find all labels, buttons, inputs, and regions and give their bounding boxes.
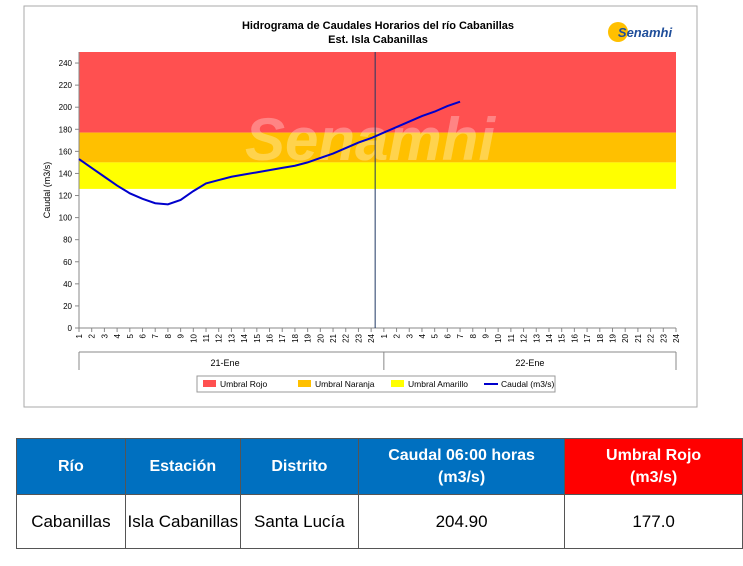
table-header: Distrito (239, 438, 359, 495)
table-header: Estación (124, 438, 241, 495)
y-tick-label: 140 (59, 169, 73, 178)
x-tick-label: 23 (354, 333, 363, 342)
x-tick-label: 6 (139, 333, 148, 338)
x-tick-label: 2 (88, 333, 97, 338)
x-tick-label: 22 (342, 333, 351, 342)
x-tick-label: 4 (418, 333, 427, 338)
logo: Senamhi (618, 25, 673, 40)
y-tick-label: 40 (63, 280, 72, 289)
y-tick-label: 180 (59, 125, 73, 134)
x-tick-label: 11 (202, 333, 211, 342)
x-tick-label: 12 (520, 333, 529, 342)
x-tick-label: 5 (126, 333, 135, 338)
x-tick-label: 7 (456, 333, 465, 338)
x-tick-label: 21 (329, 333, 338, 342)
legend-swatch (298, 380, 311, 387)
x-tick-label: 8 (164, 333, 173, 338)
legend-swatch (391, 380, 404, 387)
table-cell: 177.0 (564, 494, 743, 549)
x-tick-label: 19 (608, 333, 617, 342)
x-group-label: 21-Ene (211, 358, 240, 368)
y-tick-label: 120 (59, 192, 73, 201)
chart-title: Hidrograma de Caudales Horarios del río … (242, 20, 514, 32)
x-tick-label: 3 (405, 333, 414, 338)
chart: Hidrograma de Caudales Horarios del río … (23, 5, 698, 408)
x-tick-label: 14 (240, 333, 249, 342)
x-tick-label: 9 (481, 333, 490, 338)
y-tick-label: 160 (59, 147, 73, 156)
x-tick-label: 15 (558, 333, 567, 342)
legend-swatch (203, 380, 216, 387)
x-tick-label: 2 (393, 333, 402, 338)
table-cell: Cabanillas (16, 494, 126, 549)
y-tick-label: 0 (68, 324, 73, 333)
x-tick-label: 19 (304, 333, 313, 342)
data-table: Río Estación Distrito Caudal 06:00 horas… (16, 438, 743, 549)
y-tick-label: 60 (63, 258, 72, 267)
table-header: Umbral Rojo (m3/s) (564, 438, 743, 495)
x-tick-label: 16 (570, 333, 579, 342)
line-series (78, 100, 461, 206)
x-tick-label: 18 (291, 333, 300, 342)
x-tick-label: 6 (443, 333, 452, 338)
x-tick-label: 20 (621, 333, 630, 342)
x-tick-label: 11 (507, 333, 516, 342)
table-header: Caudal 06:00 horas (m3/s) (357, 438, 566, 495)
x-tick-label: 17 (278, 333, 287, 342)
x-tick-label: 1 (75, 333, 84, 338)
x-tick-label: 13 (532, 333, 541, 342)
y-tick-label: 240 (59, 59, 73, 68)
x-tick-label: 12 (215, 333, 224, 342)
legend-frame (196, 375, 556, 393)
legend-label: Caudal (m3/s) (501, 379, 555, 389)
x-tick-label: 22 (647, 333, 656, 342)
table-cell: 204.90 (357, 494, 566, 549)
x-tick-label: 8 (469, 333, 478, 338)
x-tick-label: 23 (659, 333, 668, 342)
x-tick-label: 24 (672, 333, 681, 342)
y-tick-label: 20 (63, 302, 72, 311)
x-tick-label: 10 (189, 333, 198, 342)
x-tick-label: 20 (316, 333, 325, 342)
x-tick-label: 7 (151, 333, 160, 338)
legend-label: Umbral Amarillo (408, 379, 468, 389)
threshold-band (79, 52, 676, 133)
x-tick-label: 10 (494, 333, 503, 342)
logo-sun (608, 22, 628, 42)
chart-subtitle: Est. Isla Cabanillas (328, 34, 428, 46)
x-tick-label: 13 (227, 333, 236, 342)
x-group-label: 22-Ene (515, 358, 544, 368)
x-tick-label: 4 (113, 333, 122, 338)
y-tick-label: 200 (59, 103, 73, 112)
threshold-band (79, 132, 676, 163)
x-tick-label: 24 (367, 333, 376, 342)
x-tick-label: 14 (545, 333, 554, 342)
watermark: Senamhi (245, 106, 496, 173)
x-tick-label: 3 (100, 333, 109, 338)
x-tick-label: 9 (177, 333, 186, 338)
x-tick-label: 5 (431, 333, 440, 338)
x-tick-label: 1 (380, 333, 389, 338)
x-tick-label: 15 (253, 333, 262, 342)
y-tick-label: 220 (59, 81, 73, 90)
legend-label: Umbral Rojo (220, 379, 268, 389)
x-tick-label: 16 (266, 333, 275, 342)
x-tick-label: 18 (596, 333, 605, 342)
y-tick-label: 80 (63, 236, 72, 245)
table-cell: Isla Cabanillas (124, 494, 241, 549)
x-tick-label: 21 (634, 333, 643, 342)
x-tick-label: 17 (583, 333, 592, 342)
table-header: Río (16, 438, 126, 495)
legend-label: Umbral Naranja (315, 379, 375, 389)
threshold-band (79, 162, 676, 189)
y-tick-label: 100 (59, 214, 73, 223)
y-axis-label: Caudal (m3/s) (42, 162, 52, 219)
table-cell: Santa Lucía (239, 494, 359, 549)
